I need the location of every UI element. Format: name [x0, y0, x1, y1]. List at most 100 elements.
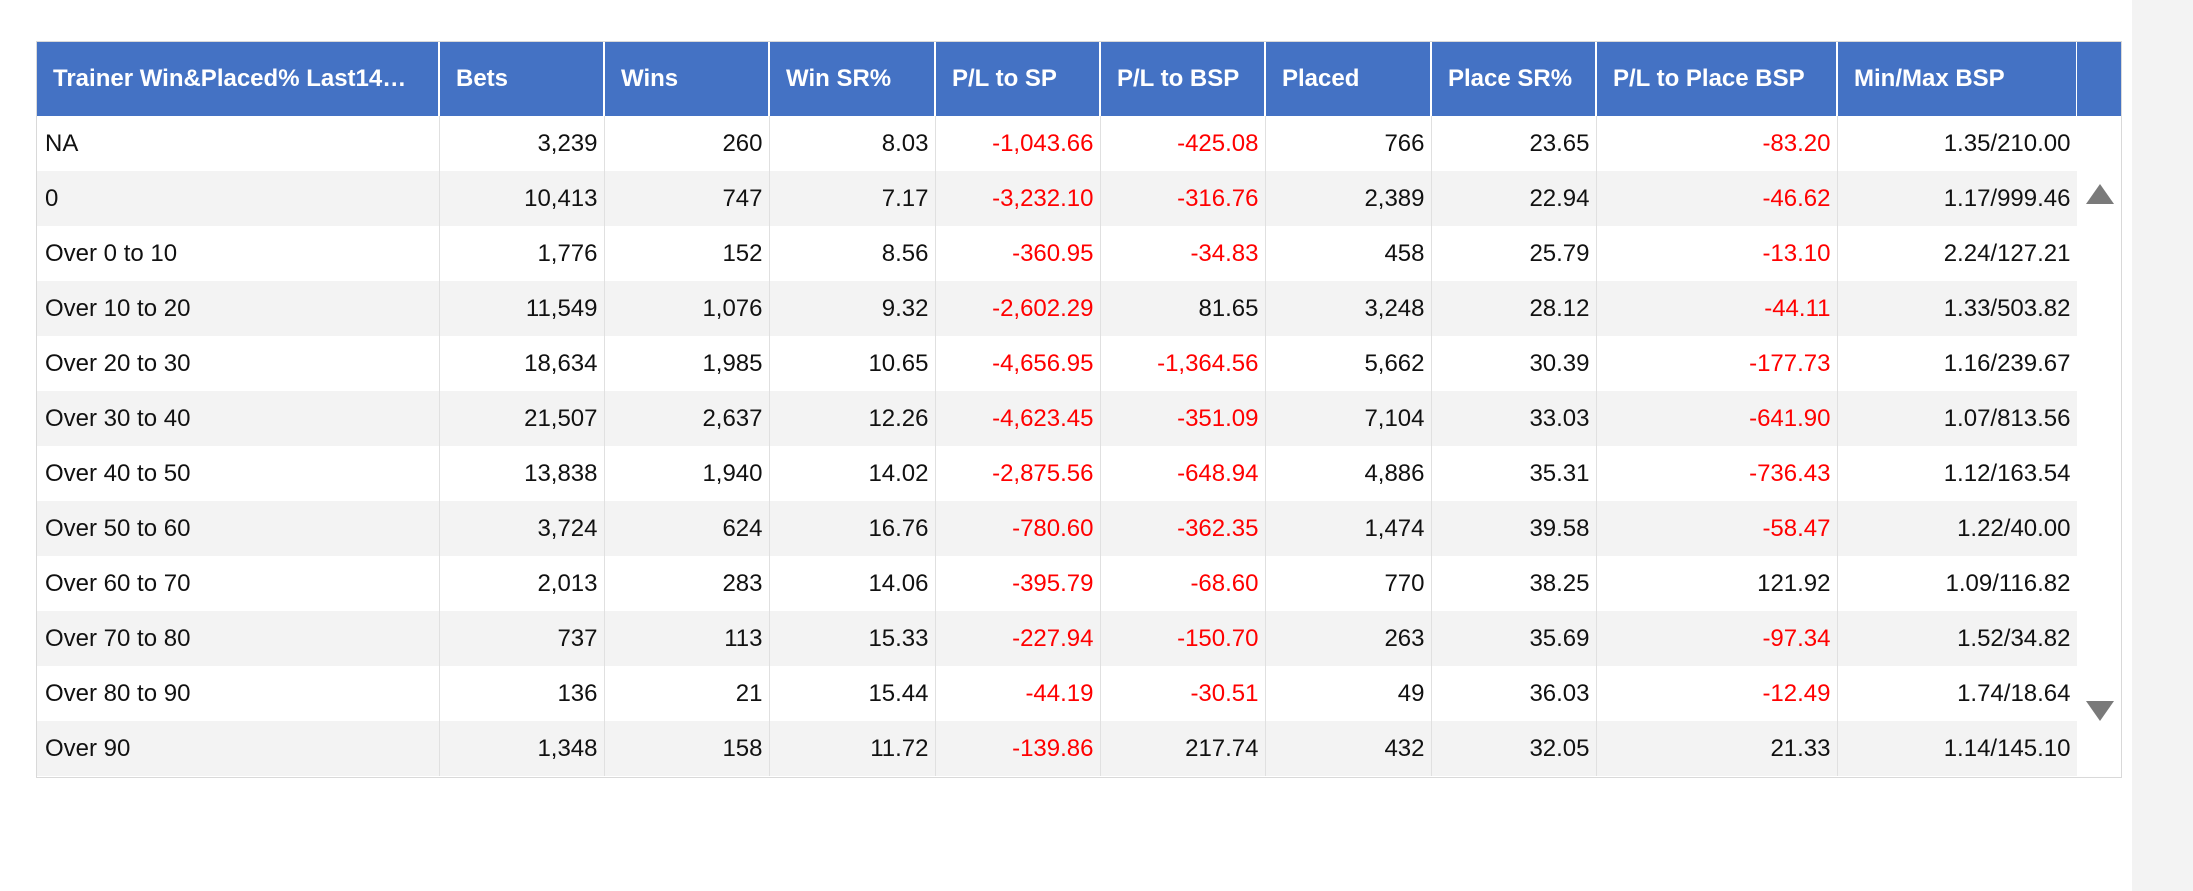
cell-pl-sp: -2,602.29: [935, 281, 1101, 336]
cell-pl-sp: -2,875.56: [935, 446, 1101, 501]
column-header-pl-bsp[interactable]: P/L to BSP: [1100, 42, 1266, 116]
cell-min-max-bsp: 1.52/34.82: [1837, 611, 2078, 666]
table-row[interactable]: Over 60 to 70 2,013 283 14.06 -395.79 -68.60 7…: [37, 556, 2078, 611]
cell-min-max-bsp: 1.17/999.46: [1837, 171, 2078, 226]
cell-bets: 3,239: [439, 116, 605, 171]
cell-place-sr: 28.12: [1431, 281, 1597, 336]
cell-placed: 3,248: [1265, 281, 1432, 336]
cell-pl-place-bsp: -58.47: [1596, 501, 1838, 556]
cell-row-label: Over 60 to 70: [37, 556, 440, 611]
cell-pl-place-bsp: -46.62: [1596, 171, 1838, 226]
column-header-min-max-bsp[interactable]: Min/Max BSP: [1837, 42, 2078, 116]
cell-row-label: Over 50 to 60: [37, 501, 440, 556]
cell-win-sr: 15.44: [769, 666, 936, 721]
cell-pl-place-bsp: -736.43: [1596, 446, 1838, 501]
cell-placed: 766: [1265, 116, 1432, 171]
cell-min-max-bsp: 1.09/116.82: [1837, 556, 2078, 611]
cell-pl-bsp: -1,364.56: [1100, 336, 1266, 391]
cell-placed: 49: [1265, 666, 1432, 721]
cell-pl-sp: -4,656.95: [935, 336, 1101, 391]
cell-place-sr: 25.79: [1431, 226, 1597, 281]
cell-placed: 263: [1265, 611, 1432, 666]
column-header-placed[interactable]: Placed: [1265, 42, 1432, 116]
cell-pl-bsp: -150.70: [1100, 611, 1266, 666]
cell-pl-place-bsp: -12.49: [1596, 666, 1838, 721]
cell-place-sr: 36.03: [1431, 666, 1597, 721]
column-header-pl-place-bsp[interactable]: P/L to Place BSP: [1596, 42, 1838, 116]
cell-pl-sp: -780.60: [935, 501, 1101, 556]
header-row: Trainer Win&Placed% Last14… Bets Wins Wi…: [37, 42, 2078, 116]
table-row[interactable]: 0 10,413 747 7.17 -3,232.10 -316.76 2,389 22.94…: [37, 171, 2078, 226]
cell-wins: 1,940: [604, 446, 770, 501]
cell-wins: 747: [604, 171, 770, 226]
table-row[interactable]: Over 30 to 40 21,507 2,637 12.26 -4,623.45 -3…: [37, 391, 2078, 446]
cell-win-sr: 11.72: [769, 721, 936, 776]
cell-placed: 1,474: [1265, 501, 1432, 556]
cell-wins: 1,985: [604, 336, 770, 391]
column-header-win-sr[interactable]: Win SR%: [769, 42, 936, 116]
cell-pl-sp: -139.86: [935, 721, 1101, 776]
table-row[interactable]: Over 20 to 30 18,634 1,985 10.65 -4,656.95 -1…: [37, 336, 2078, 391]
column-header-bets[interactable]: Bets: [439, 42, 605, 116]
cell-place-sr: 22.94: [1431, 171, 1597, 226]
table-row[interactable]: Over 10 to 20 11,549 1,076 9.32 -2,602.29 81.…: [37, 281, 2078, 336]
scroll-up-icon[interactable]: [2086, 184, 2114, 204]
cell-place-sr: 33.03: [1431, 391, 1597, 446]
cell-win-sr: 10.65: [769, 336, 936, 391]
cell-place-sr: 39.58: [1431, 501, 1597, 556]
cell-row-label: NA: [37, 116, 440, 171]
cell-pl-bsp: -362.35: [1100, 501, 1266, 556]
cell-min-max-bsp: 1.74/18.64: [1837, 666, 2078, 721]
cell-pl-place-bsp: -44.11: [1596, 281, 1838, 336]
cell-min-max-bsp: 1.07/813.56: [1837, 391, 2078, 446]
cell-pl-bsp: -425.08: [1100, 116, 1266, 171]
cell-row-label: Over 20 to 30: [37, 336, 440, 391]
cell-place-sr: 32.05: [1431, 721, 1597, 776]
cell-bets: 13,838: [439, 446, 605, 501]
cell-win-sr: 16.76: [769, 501, 936, 556]
cell-place-sr: 35.69: [1431, 611, 1597, 666]
cell-pl-sp: -44.19: [935, 666, 1101, 721]
cell-bets: 1,776: [439, 226, 605, 281]
header-scroll-stub: [2077, 42, 2121, 116]
cell-row-label: Over 0 to 10: [37, 226, 440, 281]
cell-row-label: Over 10 to 20: [37, 281, 440, 336]
cell-placed: 5,662: [1265, 336, 1432, 391]
cell-bets: 3,724: [439, 501, 605, 556]
cell-min-max-bsp: 1.33/503.82: [1837, 281, 2078, 336]
cell-placed: 770: [1265, 556, 1432, 611]
scroll-down-icon[interactable]: [2086, 701, 2114, 721]
cell-wins: 21: [604, 666, 770, 721]
cell-pl-sp: -3,232.10: [935, 171, 1101, 226]
cell-win-sr: 15.33: [769, 611, 936, 666]
table-row[interactable]: Over 80 to 90 136 21 15.44 -44.19 -30.51 49 36.…: [37, 666, 2078, 721]
table-row[interactable]: Over 50 to 60 3,724 624 16.76 -780.60 -362.35…: [37, 501, 2078, 556]
column-header-wins[interactable]: Wins: [604, 42, 770, 116]
cell-wins: 158: [604, 721, 770, 776]
table-row[interactable]: Over 90 1,348 158 11.72 -139.86 217.74 432 32.0…: [37, 721, 2078, 776]
cell-pl-place-bsp: -641.90: [1596, 391, 1838, 446]
table-row[interactable]: NA 3,239 260 8.03 -1,043.66 -425.08 766 23.65 -8…: [37, 116, 2078, 171]
cell-wins: 152: [604, 226, 770, 281]
cell-place-sr: 30.39: [1431, 336, 1597, 391]
cell-min-max-bsp: 2.24/127.21: [1837, 226, 2078, 281]
cell-pl-sp: -395.79: [935, 556, 1101, 611]
table-row[interactable]: Over 0 to 10 1,776 152 8.56 -360.95 -34.83 458…: [37, 226, 2078, 281]
cell-pl-place-bsp: -13.10: [1596, 226, 1838, 281]
cell-bets: 737: [439, 611, 605, 666]
cell-wins: 283: [604, 556, 770, 611]
column-header-place-sr[interactable]: Place SR%: [1431, 42, 1597, 116]
table-row[interactable]: Over 40 to 50 13,838 1,940 14.02 -2,875.56 -6…: [37, 446, 2078, 501]
cell-placed: 7,104: [1265, 391, 1432, 446]
cell-pl-place-bsp: -177.73: [1596, 336, 1838, 391]
column-header-pl-sp[interactable]: P/L to SP: [935, 42, 1101, 116]
cell-bets: 1,348: [439, 721, 605, 776]
cell-pl-sp: -360.95: [935, 226, 1101, 281]
table-row[interactable]: Over 70 to 80 737 113 15.33 -227.94 -150.70 26…: [37, 611, 2078, 666]
cell-placed: 4,886: [1265, 446, 1432, 501]
cell-min-max-bsp: 1.12/163.54: [1837, 446, 2078, 501]
cell-pl-sp: -227.94: [935, 611, 1101, 666]
column-header-trainer[interactable]: Trainer Win&Placed% Last14…: [37, 42, 440, 116]
vertical-scrollbar[interactable]: [2077, 116, 2121, 777]
cell-pl-place-bsp: -97.34: [1596, 611, 1838, 666]
